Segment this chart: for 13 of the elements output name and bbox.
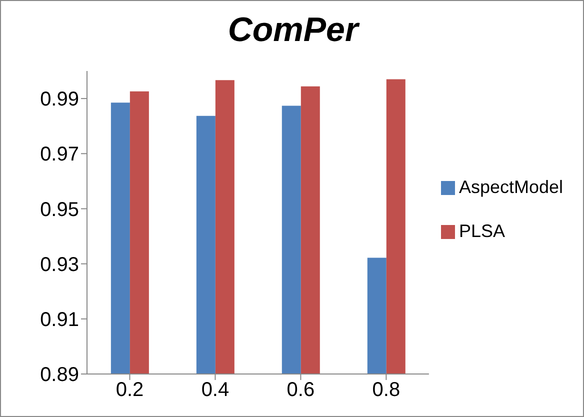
y-tick-label: 0.97	[40, 144, 79, 166]
y-tick-label: 0.93	[40, 254, 79, 276]
chart-title: ComPer	[226, 11, 361, 50]
x-tick-label: 0.8	[372, 379, 400, 402]
y-tick-label: 0.95	[40, 198, 79, 221]
x-tick-label: 0.4	[201, 379, 230, 402]
y-tick-label: 0.89	[40, 364, 79, 386]
x-tick-label: 0.2	[116, 379, 144, 402]
legend-label: PLSA	[458, 220, 505, 240]
y-tick-label: 0.91	[40, 309, 79, 332]
y-tick-label: 0.99	[40, 88, 79, 111]
legend-label: AspectModel	[458, 176, 563, 196]
x-tick-label: 0.6	[286, 379, 315, 402]
